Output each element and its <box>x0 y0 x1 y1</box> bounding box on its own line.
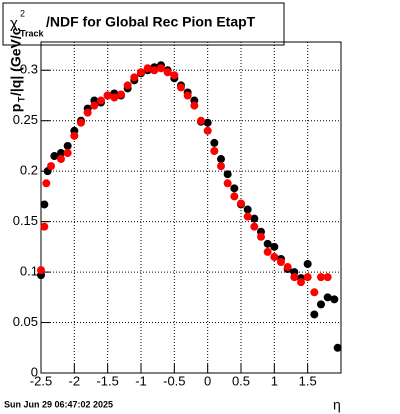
point <box>317 300 325 309</box>
x-tick-label: -2.5 <box>30 373 52 388</box>
point <box>57 155 65 164</box>
point <box>333 343 342 352</box>
point <box>270 242 279 251</box>
point <box>130 73 139 82</box>
y-label-rest: /|q| (GeV/c <box>8 27 24 96</box>
point <box>230 184 239 193</box>
point <box>283 263 292 272</box>
x-tick-label: -1 <box>135 373 147 388</box>
point <box>203 118 212 127</box>
title-superscript: 2 <box>20 8 25 18</box>
y-tick-label: 0 <box>31 364 38 379</box>
point <box>263 247 272 256</box>
point <box>157 64 165 73</box>
point <box>277 257 285 266</box>
point <box>243 212 252 221</box>
y-label-p: p <box>8 104 24 113</box>
point <box>117 90 125 99</box>
x-tick-label: 0.5 <box>232 373 250 388</box>
point <box>310 310 319 319</box>
x-tick-label: -2 <box>69 373 81 388</box>
point <box>197 116 205 125</box>
x-tick-label: -1.5 <box>96 373 118 388</box>
y-tick-label: 0.15 <box>13 213 38 228</box>
point <box>290 273 299 282</box>
title-symbol: χ <box>10 15 18 32</box>
point <box>170 71 179 80</box>
point <box>317 273 325 282</box>
point <box>270 252 279 261</box>
y-tick-label: 0.25 <box>13 112 38 127</box>
point <box>163 68 172 77</box>
point <box>70 131 79 140</box>
point <box>210 146 219 155</box>
point <box>210 138 219 147</box>
point <box>250 214 259 223</box>
y-label-sub: T <box>16 96 26 102</box>
x-tick-label: 1.5 <box>299 373 317 388</box>
point <box>310 288 319 297</box>
point <box>190 101 199 110</box>
point <box>177 83 185 92</box>
point <box>42 179 51 188</box>
title-box <box>2 2 285 46</box>
point <box>243 205 252 214</box>
point <box>223 179 232 188</box>
point <box>263 239 272 248</box>
point <box>330 295 339 304</box>
title-text: /NDF for Global Rec Pion EtapT <box>46 14 256 30</box>
point <box>203 126 212 135</box>
point <box>97 96 105 105</box>
point <box>217 162 225 171</box>
point <box>303 260 312 269</box>
y-tick-label: 0.3 <box>20 62 38 77</box>
point <box>50 152 59 161</box>
point <box>83 108 92 117</box>
point <box>40 200 49 209</box>
point <box>297 278 305 287</box>
title-subscript: Track <box>20 28 45 38</box>
point <box>143 64 152 73</box>
y-label: p T /|q| (GeV/c <box>8 27 27 112</box>
point <box>40 222 49 231</box>
point <box>323 293 332 302</box>
y-tick-label: 0.1 <box>20 264 38 279</box>
point <box>47 162 55 171</box>
y-tick-label: 0.05 <box>13 314 38 329</box>
point <box>77 118 85 127</box>
point <box>230 192 239 201</box>
y-tick-label: 0.2 <box>20 163 38 178</box>
point <box>323 273 332 282</box>
x-tick-label: 1 <box>271 373 278 388</box>
footer: Sun Jun 29 06:47:02 2025 <box>4 399 113 409</box>
point <box>257 232 265 241</box>
point <box>103 91 112 100</box>
point <box>250 222 259 231</box>
point <box>137 68 145 77</box>
x-label: η <box>333 397 341 413</box>
point <box>183 91 192 100</box>
point <box>57 149 65 158</box>
point <box>90 101 99 110</box>
point <box>237 199 245 208</box>
point <box>37 266 45 275</box>
point <box>217 155 225 164</box>
point <box>63 141 72 150</box>
x-tick-label: 0 <box>204 373 211 388</box>
point <box>150 66 159 75</box>
point <box>123 81 132 90</box>
point <box>223 170 232 179</box>
x-tick-label: -0.5 <box>163 373 185 388</box>
point <box>110 93 119 102</box>
point <box>63 149 72 158</box>
point <box>303 273 312 282</box>
